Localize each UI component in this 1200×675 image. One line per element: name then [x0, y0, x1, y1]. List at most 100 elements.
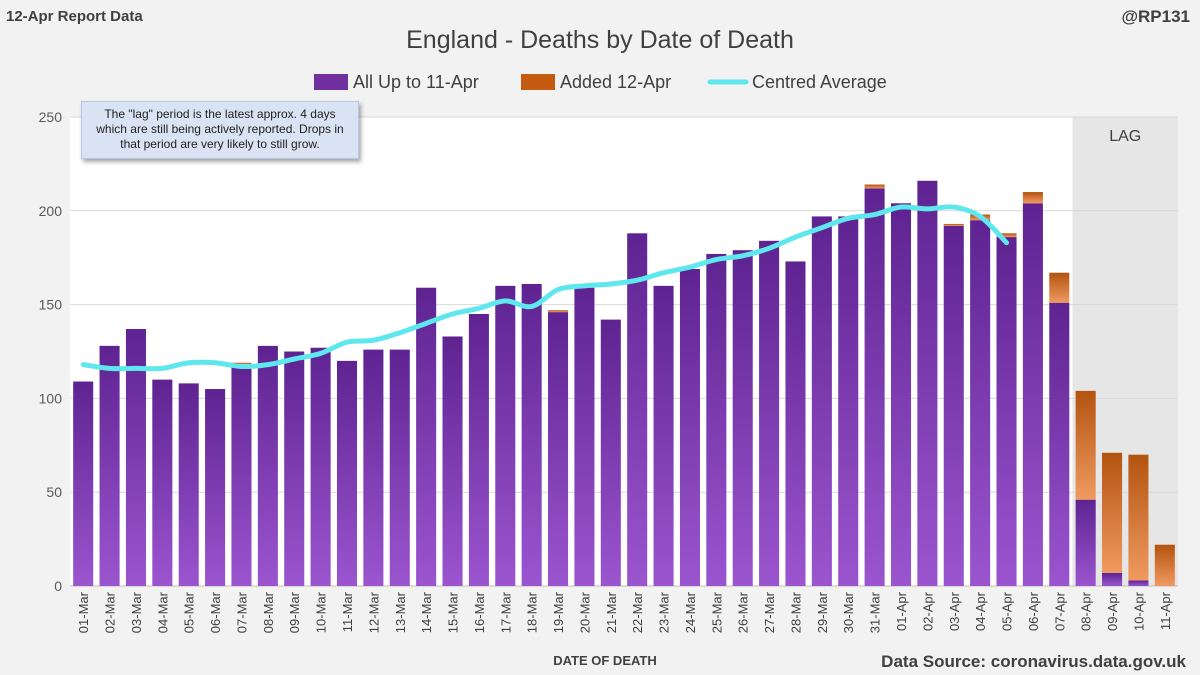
bar-all-up-to-11-apr — [864, 188, 885, 586]
bar-all-up-to-11-apr — [442, 336, 463, 586]
y-tick-label: 200 — [39, 203, 63, 219]
x-tick-label: 20-Mar — [577, 591, 592, 633]
bar-all-up-to-11-apr — [363, 349, 384, 586]
x-tick-label: 01-Apr — [894, 591, 909, 631]
x-axis-title: DATE OF DEATH — [553, 653, 657, 668]
x-tick-label: 16-Mar — [472, 591, 487, 633]
bar-all-up-to-11-apr — [231, 364, 252, 586]
bar-all-up-to-11-apr — [1128, 580, 1149, 586]
x-tick-label: 21-Mar — [604, 591, 619, 633]
x-tick-label: 15-Mar — [446, 591, 461, 633]
bar-added-12-apr — [1075, 390, 1096, 500]
bar-all-up-to-11-apr — [574, 287, 595, 586]
legend-swatch-purple — [314, 74, 348, 90]
data-source: Data Source: coronavirus.data.gov.uk — [881, 652, 1186, 671]
x-tick-label: 09-Mar — [287, 591, 302, 633]
x-tick-label: 09-Apr — [1105, 591, 1120, 631]
x-tick-label: 07-Apr — [1052, 591, 1067, 631]
x-tick-label: 07-Mar — [234, 591, 249, 633]
bar-added-12-apr — [1128, 454, 1149, 581]
x-tick-label: 26-Mar — [736, 591, 751, 633]
lag-label: LAG — [1109, 128, 1141, 145]
bar-all-up-to-11-apr — [1022, 203, 1043, 586]
x-tick-label: 02-Apr — [920, 591, 935, 631]
legend: All Up to 11-Apr Added 12-Apr Centred Av… — [314, 72, 887, 92]
x-tick-label: 04-Mar — [155, 591, 170, 633]
x-tick-label: 22-Mar — [630, 591, 645, 633]
x-tick-label: 03-Apr — [947, 591, 962, 631]
x-tick-label: 05-Mar — [182, 591, 197, 633]
bar-all-up-to-11-apr — [416, 287, 437, 586]
x-tick-label: 12-Mar — [366, 591, 381, 633]
x-tick-label: 05-Apr — [1000, 591, 1015, 631]
bar-all-up-to-11-apr — [759, 240, 780, 587]
bar-all-up-to-11-apr — [178, 383, 199, 586]
x-tick-label: 13-Mar — [393, 591, 408, 633]
x-tick-label: 29-Mar — [815, 591, 830, 633]
bar-all-up-to-11-apr — [917, 180, 938, 586]
bar-all-up-to-11-apr — [521, 283, 542, 586]
bar-added-12-apr — [1102, 452, 1123, 573]
bars — [73, 180, 1175, 587]
bar-all-up-to-11-apr — [205, 389, 226, 586]
bar-all-up-to-11-apr — [125, 328, 146, 586]
bar-all-up-to-11-apr — [468, 313, 489, 586]
x-tick-label: 11-Mar — [340, 591, 355, 632]
x-tick-label: 24-Mar — [683, 591, 698, 633]
bar-all-up-to-11-apr — [653, 285, 674, 586]
bar-all-up-to-11-apr — [336, 360, 358, 586]
bar-all-up-to-11-apr — [679, 268, 700, 586]
bar-added-12-apr — [548, 310, 569, 313]
bar-all-up-to-11-apr — [257, 345, 278, 586]
bar-added-12-apr — [864, 184, 885, 189]
legend-swatch-orange — [521, 74, 555, 90]
x-tick-label: 23-Mar — [657, 591, 672, 633]
x-tick-label: 08-Apr — [1079, 591, 1094, 631]
chart-title: England - Deaths by Date of Death — [406, 26, 794, 54]
bar-all-up-to-11-apr — [943, 225, 964, 587]
bar-all-up-to-11-apr — [732, 250, 753, 587]
legend-label-average: Centred Average — [752, 72, 887, 92]
x-tick-label: 17-Mar — [498, 591, 513, 633]
x-tick-label: 10-Apr — [1131, 591, 1146, 631]
bar-added-12-apr — [1022, 192, 1043, 204]
bar-all-up-to-11-apr — [73, 381, 94, 586]
x-tick-label: 10-Mar — [314, 591, 329, 633]
bar-added-12-apr — [1154, 544, 1175, 586]
x-tick-label: 14-Mar — [419, 591, 434, 633]
x-tick-label: 03-Mar — [129, 591, 144, 633]
x-tick-label: 11-Apr — [1158, 591, 1173, 630]
y-tick-label: 150 — [39, 297, 63, 313]
bar-all-up-to-11-apr — [996, 237, 1017, 586]
bar-all-up-to-11-apr — [152, 379, 173, 586]
legend-label-all: All Up to 11-Apr — [353, 72, 479, 92]
bar-all-up-to-11-apr — [600, 319, 621, 586]
x-tick-label: 06-Mar — [208, 591, 223, 633]
y-tick-label: 50 — [46, 484, 62, 500]
bar-added-12-apr — [1049, 272, 1070, 303]
bar-all-up-to-11-apr — [389, 349, 410, 586]
lag-note-callout: The "lag" period is the latest approx. 4… — [81, 101, 359, 159]
y-axis: 0 50 100 150 200 250 — [39, 109, 63, 594]
x-tick-label: 25-Mar — [709, 591, 724, 633]
bar-all-up-to-11-apr — [627, 233, 648, 586]
legend-label-added: Added 12-Apr — [560, 72, 671, 92]
bar-added-12-apr — [996, 233, 1017, 238]
report-label: 12-Apr Report Data — [6, 8, 143, 25]
bar-all-up-to-11-apr — [1102, 572, 1123, 586]
gridlines — [70, 116, 1178, 587]
y-tick-label: 0 — [54, 578, 62, 594]
bar-added-12-apr — [943, 223, 964, 226]
bar-added-12-apr — [231, 362, 252, 365]
x-tick-label: 28-Mar — [788, 591, 803, 633]
x-tick-label: 27-Mar — [762, 591, 777, 633]
x-tick-label: 01-Mar — [76, 591, 91, 633]
bar-all-up-to-11-apr — [495, 285, 516, 586]
x-tick-label: 30-Mar — [841, 591, 856, 633]
bar-all-up-to-11-apr — [785, 261, 806, 586]
bar-all-up-to-11-apr — [706, 253, 727, 586]
x-tick-label: 19-Mar — [551, 591, 566, 633]
y-tick-label: 100 — [39, 390, 63, 406]
x-tick-label: 18-Mar — [525, 591, 540, 633]
